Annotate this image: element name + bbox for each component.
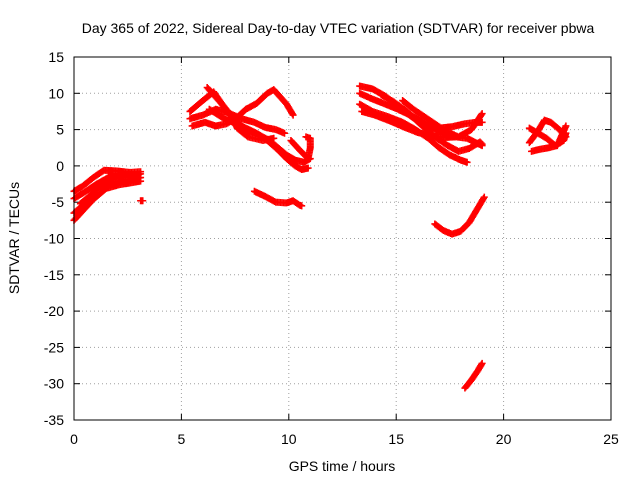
x-tick-label: 10	[281, 431, 297, 447]
data-track-t11	[205, 105, 312, 174]
y-tick-label: 15	[48, 49, 64, 65]
x-tick-label: 5	[178, 431, 186, 447]
y-axis-label: SDTVAR / TECUs	[6, 182, 22, 294]
y-tick-label: -35	[44, 412, 64, 428]
x-tick-label: 0	[70, 431, 78, 447]
data-track-t13	[250, 187, 306, 210]
y-tick-label: 5	[56, 122, 64, 138]
data-track-t17	[358, 107, 486, 150]
data-points	[70, 82, 570, 392]
y-tick-label: -5	[52, 194, 65, 210]
y-tick-label: -15	[44, 267, 64, 283]
data-track-t20	[431, 193, 488, 238]
data-track-t21	[461, 359, 486, 392]
y-tick-label: -25	[44, 339, 64, 355]
plot-frame	[73, 56, 612, 421]
y-tick-label: 10	[48, 85, 64, 101]
data-track-t4	[70, 177, 145, 224]
data-track-t19	[399, 97, 486, 141]
x-tick-label: 20	[496, 431, 512, 447]
chart-title: Day 365 of 2022, Sidereal Day-to-day VTE…	[82, 20, 595, 36]
y-tick-label: -10	[44, 231, 64, 247]
data-track-t9	[188, 86, 297, 130]
data-track-t12	[287, 133, 314, 163]
data-track-t6	[137, 197, 147, 205]
x-tick-label: 15	[388, 431, 404, 447]
x-tick-label: 25	[603, 431, 619, 447]
y-tick-label: -20	[44, 303, 64, 319]
y-tick-label: -30	[44, 376, 64, 392]
y-tick-label: 0	[56, 158, 64, 174]
x-axis-ticks: 0 5 10 15 20 25	[70, 57, 619, 447]
data-track-t5	[76, 171, 142, 208]
grid-lines	[74, 57, 611, 420]
data-track-t18	[377, 91, 486, 155]
y-axis-ticks: -35 -30 -25 -20 -15 -10 -5 0 5 10 15	[44, 49, 611, 428]
x-axis-label: GPS time / hours	[289, 458, 396, 474]
data-track-t24	[528, 122, 570, 155]
